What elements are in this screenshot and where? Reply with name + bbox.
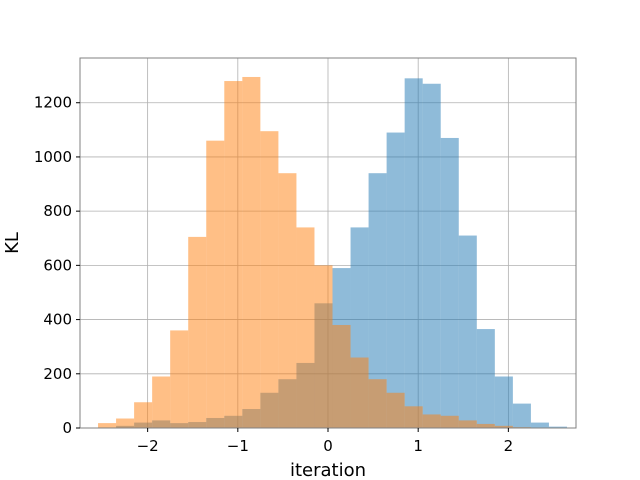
histogram-bar-series-2 [332, 324, 351, 428]
y-tick-label: 1200 [34, 94, 72, 112]
histogram-bar-series-2 [404, 406, 423, 428]
histogram-bar-series-1 [404, 78, 423, 428]
y-axis-label: KL [2, 232, 23, 254]
histogram-bar-series-2 [98, 423, 117, 428]
histogram-bar-series-2 [260, 131, 279, 428]
histogram-bar-series-2 [440, 415, 459, 428]
histogram-bar-series-2 [386, 392, 405, 428]
histogram-bar-series-1 [368, 173, 387, 428]
histogram-bar-series-1 [422, 83, 441, 428]
histogram-bar-series-1 [548, 426, 567, 428]
x-tick-label: 2 [504, 437, 514, 455]
histogram-bar-series-2 [242, 76, 261, 428]
y-tick-label: 1000 [34, 148, 72, 166]
histogram-bar-series-2 [314, 265, 333, 428]
histogram-bar-series-1 [530, 422, 549, 428]
histogram-bar-series-1 [440, 137, 459, 428]
histogram-bar-series-2 [170, 330, 189, 428]
y-tick-label: 400 [43, 311, 72, 329]
histogram-bar-series-2 [458, 420, 477, 428]
y-tick-label: 0 [62, 419, 72, 437]
x-tick-label: −1 [227, 437, 249, 455]
histogram-bar-series-1 [458, 235, 477, 428]
histogram-bar-series-2 [368, 379, 387, 428]
histogram-bar-series-2 [296, 227, 315, 428]
x-tick-label: 1 [413, 437, 423, 455]
x-axis-label: iteration [290, 460, 366, 480]
axis-ticks: −2 −1 0 1 2 0 200 400 600 800 1000 1200 [34, 94, 513, 455]
histogram-bar-series-2 [350, 357, 369, 428]
histogram-bar-series-2 [188, 236, 207, 428]
histogram-bar-series-2 [476, 423, 495, 428]
histogram-bars [98, 76, 567, 429]
y-tick-label: 200 [43, 365, 72, 383]
x-tick-label: −2 [137, 437, 159, 455]
histogram-bar-series-1 [512, 403, 531, 428]
histogram-bar-series-2 [494, 425, 513, 428]
histogram-bar-series-2 [134, 402, 153, 428]
y-tick-label: 800 [43, 202, 72, 220]
histogram-bar-series-1 [386, 132, 405, 429]
histogram-bar-series-2 [206, 140, 225, 428]
x-tick-label: 0 [323, 437, 333, 455]
histogram-bar-series-2 [224, 81, 243, 429]
histogram-bar-series-1 [476, 329, 495, 428]
histogram-bar-series-2 [116, 418, 135, 428]
histogram-bar-series-1 [494, 376, 513, 428]
histogram-bar-series-2 [152, 376, 171, 428]
y-tick-label: 600 [43, 256, 72, 274]
histogram-bar-series-2 [278, 173, 297, 428]
histogram-bar-series-2 [422, 414, 441, 428]
